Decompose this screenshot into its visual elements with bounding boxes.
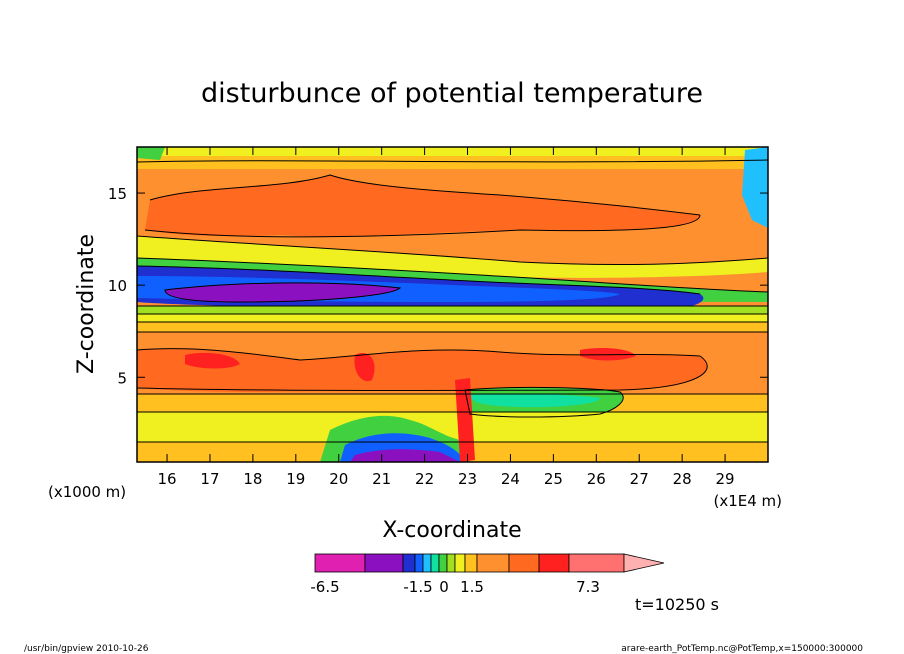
colorbar-swatch bbox=[438, 553, 448, 573]
colorbar-label: -1.5 bbox=[403, 578, 432, 596]
colorbar-swatch bbox=[476, 553, 510, 573]
chart-title: disturbunce of potential temperature bbox=[201, 78, 703, 109]
contour-upper-orange bbox=[145, 175, 700, 237]
band-top-lightyellow bbox=[137, 147, 768, 156]
contour-line bbox=[137, 265, 701, 295]
footer-left: /usr/bin/gpview 2010-10-26 bbox=[24, 644, 149, 654]
contour-line bbox=[464, 386, 624, 418]
x-tick-label: 16 bbox=[158, 470, 177, 488]
x-unit-right: (x1E4 m) bbox=[713, 492, 782, 510]
x-tick-label: 23 bbox=[458, 470, 477, 488]
colorbar-swatch bbox=[568, 553, 625, 573]
x-tick-label: 19 bbox=[286, 470, 305, 488]
patch-red-2 bbox=[354, 352, 375, 382]
contour-line bbox=[137, 348, 701, 361]
x-tick-label: 27 bbox=[630, 470, 649, 488]
colorbar-swatch bbox=[422, 553, 432, 573]
x-tick-label: 28 bbox=[673, 470, 692, 488]
patch-topleft-green bbox=[137, 147, 165, 160]
y-tick-label: 10 bbox=[108, 277, 127, 295]
colorbar-label: 0 bbox=[439, 578, 449, 596]
contour-line bbox=[144, 214, 701, 238]
y-tick-label: 15 bbox=[108, 185, 127, 203]
x-tick-label: 20 bbox=[329, 470, 348, 488]
contour-line bbox=[137, 355, 708, 391]
colorbar-swatch bbox=[538, 553, 570, 573]
footer-right: arare-earth_PotTemp.nc@PotTemp,x=150000:… bbox=[621, 644, 863, 654]
patch-topright-cyan bbox=[742, 147, 768, 228]
contour-lines bbox=[137, 159, 768, 443]
x-unit-left: (x1000 m) bbox=[48, 483, 126, 501]
contour-purple-core bbox=[165, 282, 400, 302]
x-tick-label: 21 bbox=[372, 470, 391, 488]
band-mid-orange bbox=[137, 322, 768, 332]
x-tick-label: 26 bbox=[587, 470, 606, 488]
colorbar-swatch bbox=[508, 553, 540, 573]
colorbar-swatch bbox=[454, 553, 466, 573]
contour-line bbox=[164, 282, 402, 303]
plot-area bbox=[137, 147, 768, 462]
contour-line bbox=[137, 257, 768, 293]
colorbar-swatch bbox=[446, 553, 456, 573]
band-mid-lightgreen bbox=[137, 306, 768, 314]
x-tick-label: 29 bbox=[716, 470, 735, 488]
x-axis: 16 17 18 19 20 21 22 23 24 25 26 27 28 29 bbox=[158, 147, 735, 488]
colorbar-swatch bbox=[314, 553, 366, 573]
x-tick-label: 18 bbox=[243, 470, 262, 488]
colorbar-arrow bbox=[623, 553, 665, 573]
band-bottom-yellow bbox=[137, 412, 768, 442]
colorbar-swatch bbox=[364, 553, 404, 573]
contour-lower-teal bbox=[470, 393, 600, 408]
y-axis: 5 10 15 bbox=[108, 185, 768, 387]
colorbar-swatch bbox=[402, 553, 416, 573]
colorbar-labels: -6.5 -1.5 0 1.5 7.3 bbox=[310, 578, 600, 596]
x-tick-label: 17 bbox=[200, 470, 219, 488]
contour-line bbox=[137, 159, 768, 163]
x-tick-label: 25 bbox=[544, 470, 563, 488]
plot-frame bbox=[136, 146, 769, 463]
colorbar-swatch bbox=[414, 553, 424, 573]
y-axis-label: Z-coordinate bbox=[74, 234, 99, 374]
colorbar bbox=[314, 553, 665, 573]
contour-line bbox=[149, 174, 701, 216]
patch-vertical-red bbox=[455, 378, 475, 462]
x-tick-label: 24 bbox=[501, 470, 520, 488]
x-tick-label: 22 bbox=[415, 470, 434, 488]
contour-lower-red-orange bbox=[137, 348, 708, 392]
patch-bottom-purple bbox=[350, 449, 460, 462]
colorbar-label: 7.3 bbox=[576, 578, 600, 596]
time-annotation: t=10250 s bbox=[635, 595, 719, 614]
x-axis-label: X-coordinate bbox=[382, 518, 521, 543]
colorbar-swatch bbox=[464, 553, 478, 573]
y-tick-label: 5 bbox=[117, 369, 127, 387]
colorbar-label: 1.5 bbox=[460, 578, 484, 596]
colorbar-swatch bbox=[430, 553, 440, 573]
contour-line bbox=[137, 235, 768, 266]
band-mid-yellow bbox=[137, 314, 768, 322]
patch-red-1 bbox=[185, 352, 240, 369]
colorbar-label: -6.5 bbox=[310, 578, 339, 596]
band-lower-gold bbox=[137, 394, 768, 412]
